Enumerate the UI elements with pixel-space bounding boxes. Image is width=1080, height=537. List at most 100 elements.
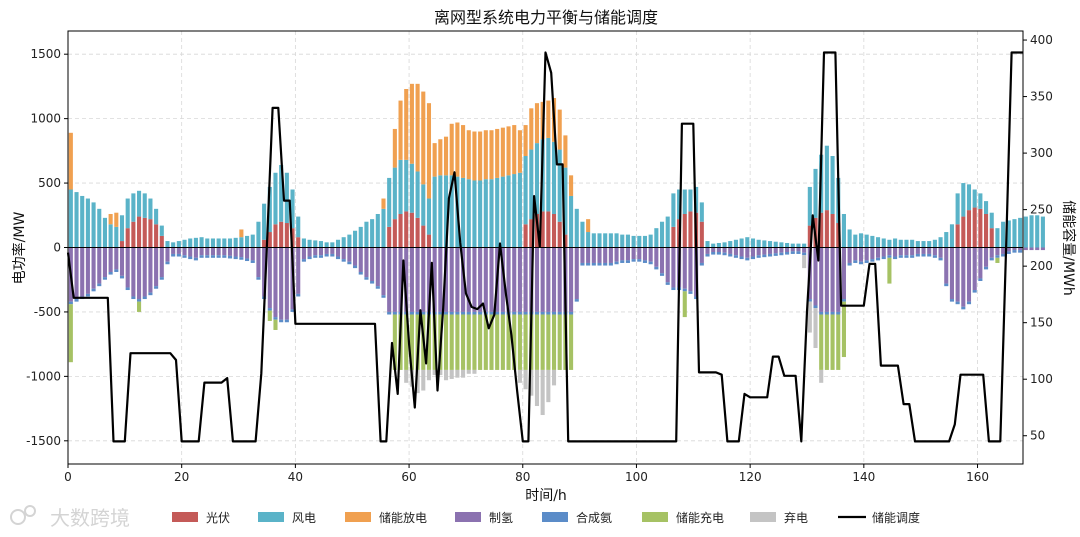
- legend-label: 光伏: [206, 511, 230, 525]
- bar-nh3: [517, 311, 522, 315]
- bar-h2: [773, 247, 778, 254]
- bar-nh3: [364, 277, 369, 280]
- bar-wind: [682, 189, 687, 214]
- bar-nh3: [989, 257, 994, 261]
- bar-charge: [443, 314, 449, 370]
- bar-wind: [205, 238, 210, 248]
- bar-nh3: [358, 271, 363, 275]
- bar-nh3: [131, 296, 136, 300]
- bar-pv: [989, 228, 994, 248]
- bar-wind: [910, 239, 915, 248]
- bar-nh3: [210, 255, 216, 258]
- bar-nh3: [961, 306, 966, 310]
- bar-nh3: [705, 253, 710, 257]
- bar-pv: [824, 210, 829, 248]
- bar-charge: [495, 314, 500, 370]
- bar-charge: [500, 314, 505, 370]
- bar-wind: [904, 239, 909, 248]
- bar-nh3: [199, 255, 204, 258]
- bar-wind: [85, 198, 90, 248]
- legend-swatch-curtail: [750, 512, 776, 522]
- bar-curtail: [807, 301, 812, 333]
- bar-pv: [966, 210, 972, 248]
- bar-wind: [114, 226, 119, 248]
- soc-line: [66, 51, 1023, 443]
- bar-wind: [824, 145, 829, 211]
- bar-charge: [68, 304, 73, 363]
- bar-h2: [472, 247, 477, 312]
- bar-h2: [284, 247, 289, 320]
- bar-wind: [273, 172, 278, 225]
- bar-discharge: [398, 100, 403, 160]
- bar-wind: [654, 228, 659, 248]
- bar-wind: [813, 168, 818, 218]
- bar-h2: [466, 247, 471, 312]
- bar-charge: [506, 314, 511, 370]
- bar-nh3: [580, 262, 585, 266]
- y-tick-label: 500: [38, 176, 61, 190]
- bar-pv: [409, 212, 414, 248]
- bar-wind: [409, 163, 414, 213]
- bar-discharge: [108, 213, 113, 225]
- bar-h2: [597, 247, 602, 263]
- bar-discharge: [489, 130, 494, 180]
- bar-nh3: [637, 259, 642, 262]
- bar-charge: [426, 314, 432, 370]
- bar-nh3: [875, 257, 881, 261]
- bar-h2: [1035, 247, 1040, 251]
- bar-nh3: [500, 311, 505, 315]
- bar-wind: [227, 238, 233, 248]
- bar-discharge: [557, 109, 562, 150]
- y2-tick-label: 400: [1030, 33, 1053, 47]
- bar-curtail: [529, 369, 534, 396]
- bar-charge: [995, 257, 1000, 263]
- bar-h2: [716, 247, 721, 253]
- bar-h2: [114, 247, 119, 270]
- bar-h2: [199, 247, 204, 256]
- bar-h2: [671, 247, 676, 288]
- bar-h2: [785, 247, 790, 253]
- bar-wind: [353, 230, 358, 248]
- bar-h2: [779, 247, 784, 253]
- bar-wind: [91, 202, 96, 248]
- bar-wind: [125, 198, 130, 229]
- bar-nh3: [165, 261, 170, 265]
- bar-charge: [546, 314, 551, 370]
- bar-wind: [284, 172, 289, 224]
- bar-nh3: [489, 311, 494, 315]
- bar-wind: [279, 165, 284, 222]
- bar-wind: [358, 226, 363, 248]
- bar-h2: [131, 247, 136, 297]
- bar-wind: [603, 233, 608, 248]
- bar-h2: [972, 247, 977, 291]
- bar-h2: [182, 247, 187, 256]
- bar-charge: [557, 314, 562, 370]
- bar-charge: [841, 301, 846, 358]
- bar-h2: [432, 247, 437, 312]
- bar-nh3: [893, 256, 898, 260]
- bar-nh3: [108, 271, 113, 275]
- bar-nh3: [984, 266, 989, 270]
- bar-wind: [97, 208, 102, 248]
- bar-nh3: [233, 256, 238, 260]
- bar-pv: [830, 213, 835, 248]
- bar-h2: [1040, 247, 1045, 251]
- bar-wind: [995, 228, 1000, 248]
- y2-tick-label: 100: [1030, 372, 1053, 386]
- bar-h2: [500, 247, 505, 312]
- bar-wind: [387, 177, 392, 227]
- bar-wind: [847, 229, 852, 248]
- bar-h2: [364, 247, 369, 278]
- bar-h2: [358, 247, 363, 272]
- bar-nh3: [256, 277, 261, 280]
- bar-pv: [421, 225, 426, 248]
- bar-wind: [296, 216, 301, 238]
- bar-discharge: [381, 198, 386, 209]
- bar-h2: [995, 247, 1000, 256]
- bar-wind: [944, 232, 949, 248]
- bar-wind: [927, 241, 932, 248]
- bar-h2: [665, 247, 670, 283]
- bar-wind: [756, 239, 761, 248]
- x-tick-label: 20: [174, 470, 189, 484]
- bar-nh3: [995, 255, 1000, 258]
